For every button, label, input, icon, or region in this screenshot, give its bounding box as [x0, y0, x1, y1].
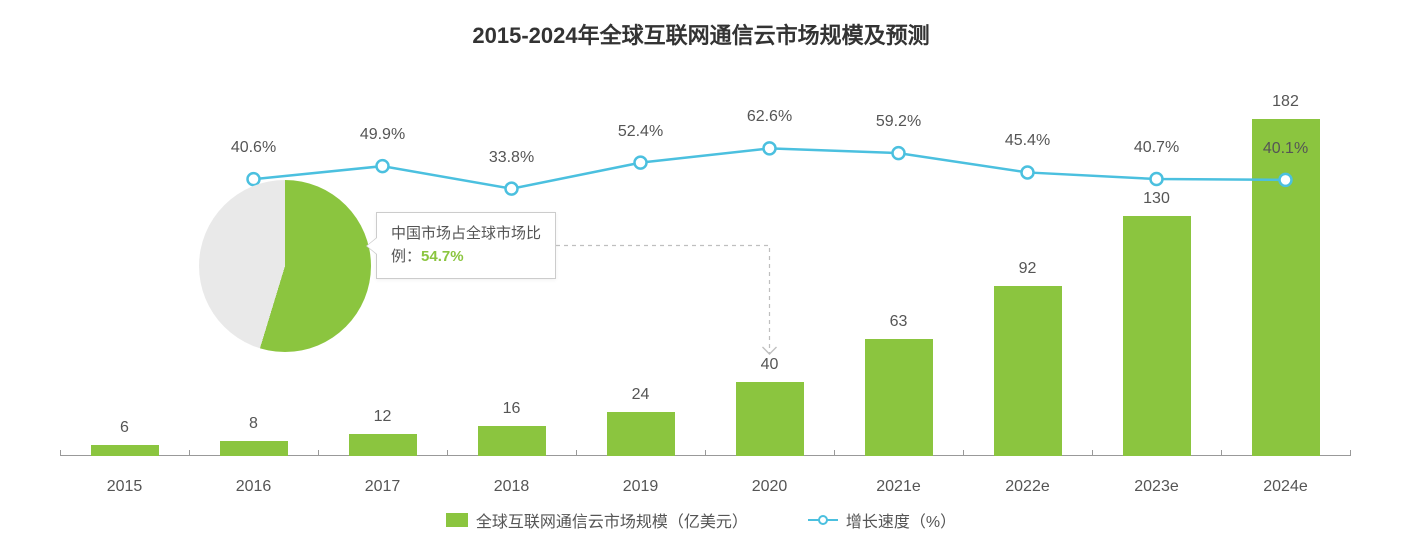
- line-value-label: 40.7%: [1134, 139, 1179, 157]
- legend-label-line: 增长速度（%）: [846, 508, 956, 532]
- line-value-label: 49.9%: [360, 126, 405, 144]
- x-axis-label: 2018: [494, 478, 530, 496]
- chart-title: 2015-2024年全球互联网通信云市场规模及预测: [0, 18, 1402, 50]
- line-value-label: 40.1%: [1263, 140, 1308, 158]
- legend-swatch-line: [808, 513, 838, 527]
- line-value-label: 52.4%: [618, 123, 663, 141]
- pie-callout-text: 中国市场占全球市场比例：: [391, 225, 541, 265]
- x-axis-label: 2022e: [1005, 478, 1050, 496]
- x-axis-label: 2019: [623, 478, 659, 496]
- x-axis-tick: [1350, 450, 1351, 456]
- x-axis-label: 2015: [107, 478, 143, 496]
- legend-swatch-bar: [446, 513, 468, 527]
- legend-label-bars: 全球互联网通信云市场规模（亿美元）: [476, 508, 748, 532]
- legend-item-bars: 全球互联网通信云市场规模（亿美元）: [446, 508, 748, 532]
- pie-callout-value: 54.7%: [421, 248, 464, 265]
- line-value-label: 59.2%: [876, 113, 921, 131]
- chart-container: 2015-2024年全球互联网通信云市场规模及预测 62015820161220…: [0, 0, 1402, 550]
- legend-item-line: 增长速度（%）: [808, 508, 956, 532]
- pie-callout: 中国市场占全球市场比例：54.7%: [376, 212, 556, 279]
- x-axis-label: 2021e: [876, 478, 921, 496]
- x-axis-label: 2016: [236, 478, 272, 496]
- china-share-pie: [199, 180, 371, 352]
- x-axis-label: 2023e: [1134, 478, 1179, 496]
- line-value-label: 45.4%: [1005, 132, 1050, 150]
- x-axis-label: 2024e: [1263, 478, 1308, 496]
- plot-area: 6201582016122017162018242019402020632021…: [60, 86, 1350, 456]
- line-value-label: 33.8%: [489, 149, 534, 167]
- x-axis-label: 2017: [365, 478, 401, 496]
- line-value-label: 62.6%: [747, 108, 792, 126]
- line-value-label: 40.6%: [231, 139, 276, 157]
- x-axis-label: 2020: [752, 478, 788, 496]
- legend: 全球互联网通信云市场规模（亿美元） 增长速度（%）: [0, 508, 1402, 532]
